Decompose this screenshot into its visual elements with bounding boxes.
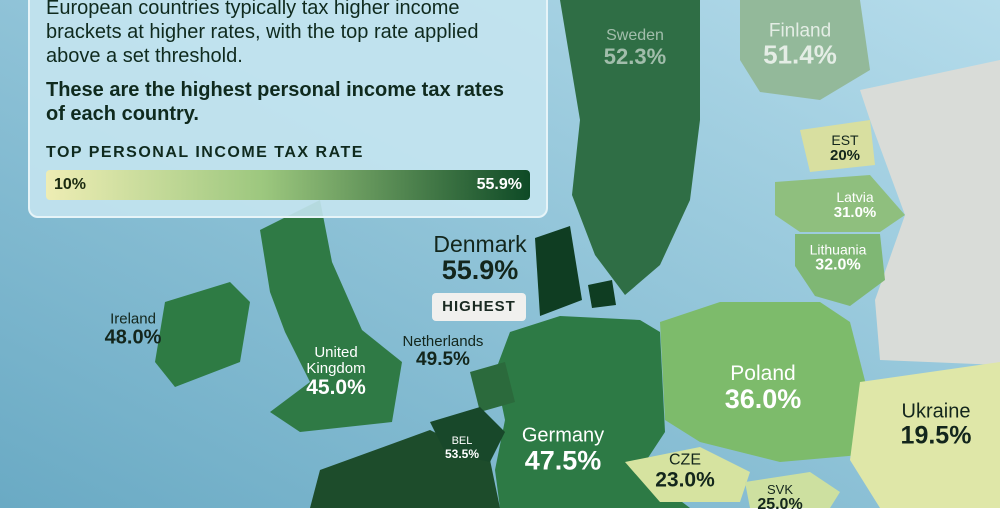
ireland	[155, 282, 250, 387]
scale-title: TOP PERSONAL INCOME TAX RATE	[46, 144, 364, 161]
country-name: Netherlands	[402, 333, 484, 351]
country-rate: 20%	[829, 146, 861, 164]
badge: HIGHEST	[432, 293, 526, 321]
country-label: EST 20%	[830, 133, 860, 163]
poland	[660, 302, 875, 462]
scale-min: 10%	[54, 176, 87, 193]
country-label: Netherlands 49.5%	[403, 334, 484, 370]
country-rate: 25.0%	[757, 495, 803, 513]
country-label: Denmark 55.9%	[433, 230, 527, 285]
country-label: Lithuania 32.0%	[810, 242, 867, 273]
country-name: Poland	[730, 361, 796, 385]
country-label: Finland 51.4%	[763, 21, 837, 68]
uk	[260, 200, 402, 432]
country-label: Sweden 52.3%	[603, 27, 667, 69]
lithuania	[795, 234, 885, 306]
netherlands	[470, 362, 515, 412]
ukraine	[850, 362, 1000, 508]
country-name: Ukraine	[901, 400, 971, 423]
belgium	[430, 407, 505, 462]
emphasis-line: These are the highest personal income ta…	[46, 79, 504, 101]
estonia	[800, 120, 875, 172]
country-label: United Kingdom 45.0%	[296, 345, 376, 399]
country-rate: 53.5%	[444, 446, 480, 461]
color-scale: 10% 55.9%	[46, 170, 530, 200]
country-name: Sweden	[606, 27, 664, 45]
land-grey	[860, 60, 1000, 365]
denmark	[535, 226, 582, 316]
intro-line: European countries typically tax higher …	[46, 0, 460, 19]
country-rate: 49.5%	[416, 348, 470, 370]
country-rate: 19.5%	[900, 421, 972, 450]
emphasis-line: of each country.	[46, 103, 199, 125]
country-name: BEL	[451, 434, 473, 447]
latvia	[775, 175, 905, 232]
intro-line: above a set threshold.	[46, 45, 243, 67]
country-name: CZE	[668, 451, 701, 469]
country-name: Denmark	[433, 230, 527, 257]
legend-box: European countries typically tax higher …	[28, 0, 548, 218]
country-name: Germany	[521, 424, 605, 447]
country-rate: 51.4%	[763, 39, 837, 70]
country-name: United Kingdom	[306, 344, 366, 377]
country-rate: 55.9%	[441, 254, 519, 285]
country-label: Ireland 48.0%	[104, 310, 162, 349]
country-label: Germany 47.5%	[521, 424, 605, 476]
country-rate: 45.0%	[306, 375, 366, 399]
country-label: Latvia 31.0%	[834, 190, 877, 220]
country-name: Latvia	[836, 188, 874, 205]
country-label: SVK 25.0%	[757, 483, 802, 513]
country-name: Finland	[768, 20, 832, 42]
country-label: CZE 23.0%	[655, 451, 715, 492]
intro-line: brackets at higher rates, with the top r…	[46, 21, 479, 43]
scale-max: 55.9%	[476, 176, 522, 193]
sweden-norway	[560, 0, 700, 295]
country-rate: 36.0%	[724, 383, 802, 414]
denmark-island	[588, 280, 616, 308]
czechia	[625, 447, 750, 502]
finland	[740, 0, 870, 100]
country-name: EST	[831, 131, 859, 148]
country-rate: 23.0%	[655, 468, 715, 492]
country-name: SVK	[766, 481, 793, 497]
country-rate: 31.0%	[833, 203, 877, 221]
country-label: Poland 36.0%	[724, 361, 802, 414]
country-label: Ukraine 19.5%	[900, 400, 972, 450]
country-rate: 48.0%	[104, 326, 162, 349]
country-rate: 32.0%	[815, 255, 861, 273]
country-name: Lithuania	[809, 241, 867, 258]
country-name: Ireland	[110, 310, 156, 328]
country-label: BEL 53.5%	[444, 434, 480, 461]
slovakia	[745, 472, 840, 508]
country-rate: 52.3%	[603, 43, 667, 69]
country-rate: 47.5%	[524, 445, 602, 476]
